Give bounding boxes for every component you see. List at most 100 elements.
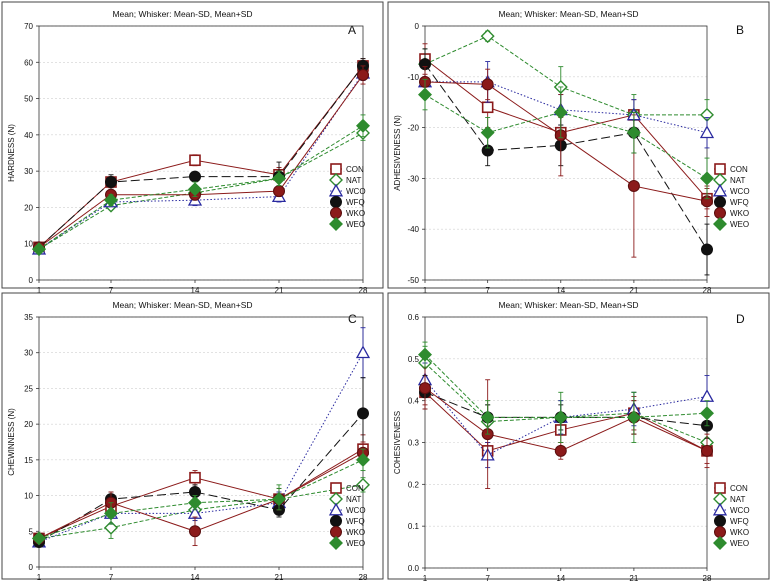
x-tick-label: 21 — [629, 574, 638, 581]
data-point-WKO — [627, 180, 640, 193]
series-WKO — [419, 66, 713, 258]
legend-label-CON: CON — [730, 165, 748, 174]
data-point-WEO — [700, 171, 714, 186]
panel-label: A — [348, 23, 356, 37]
panel-frame — [1, 1, 384, 289]
panel-frame — [387, 1, 770, 289]
legend-label-WKO: WKO — [346, 209, 365, 218]
data-point-WEO — [418, 347, 432, 362]
data-point-WEO — [104, 506, 118, 521]
legend-label-WEO: WEO — [346, 220, 365, 229]
legend-marker-CON — [330, 482, 342, 494]
y-tick-label: 70 — [24, 22, 33, 31]
data-point-WEO — [188, 182, 202, 197]
y-tick-label: -50 — [407, 276, 419, 285]
x-tick-label: 28 — [359, 286, 368, 295]
data-point-WEO — [356, 118, 370, 133]
x-tick-label: 21 — [275, 573, 284, 581]
legend-label-WCO: WCO — [730, 506, 750, 515]
chart-title: Mean; Whisker: Mean-SD, Mean+SD — [112, 300, 252, 310]
y-axis-label: HARDNESS (N) — [7, 124, 16, 182]
legend-label-WFQ: WFQ — [730, 517, 749, 526]
data-point-WFQ — [189, 170, 201, 183]
series-line-WFQ — [38, 413, 364, 543]
legend: CON NAT WCO WFQ WKO WEO — [328, 163, 366, 231]
legend-label-WCO: WCO — [730, 187, 750, 196]
legend-label-WKO: WKO — [730, 528, 749, 537]
y-tick-label: 0.3 — [408, 439, 420, 448]
y-tick-label: 25 — [24, 384, 33, 393]
legend: CON NAT WCO WFQ WKO WEO — [328, 482, 366, 550]
y-tick-label: 0.6 — [408, 313, 420, 322]
data-point-WEO — [626, 125, 641, 140]
data-point-WEO — [700, 406, 714, 421]
data-point-CON — [189, 471, 201, 484]
data-point-WEO — [32, 531, 46, 546]
legend-marker-WCO — [328, 502, 344, 516]
y-tick-label: 0.4 — [408, 397, 420, 406]
data-point-WEO — [32, 242, 46, 257]
y-tick-label: 0 — [29, 276, 34, 285]
y-tick-label: 0.2 — [408, 480, 420, 489]
x-tick-label: 7 — [109, 286, 114, 295]
data-point-NAT — [104, 520, 118, 535]
chart-title: Mean; Whisker: Mean-SD, Mean+SD — [498, 9, 638, 19]
data-point-WEO — [480, 410, 495, 425]
x-tick-label: 7 — [485, 574, 490, 581]
y-tick-label: -30 — [407, 174, 419, 183]
series-WEO — [418, 341, 714, 443]
y-tick-label: 15 — [24, 456, 33, 465]
y-tick-label: 5 — [29, 527, 34, 536]
plot-area — [38, 25, 364, 281]
legend-label-CON: CON — [346, 165, 364, 174]
data-point-WEO — [553, 410, 568, 425]
chart-panel-B: Mean; Whisker: Mean-SD, Mean+SD B 0 -10 -20 -… — [387, 1, 770, 308]
y-tick-label: -20 — [407, 124, 419, 133]
series-WEO — [418, 78, 714, 200]
panel-label: C — [348, 312, 357, 326]
chart-panel-A: Mean; Whisker: Mean-SD, Mean+SD A 0 10 20 30 4… — [1, 1, 384, 308]
legend-label-CON: CON — [730, 484, 748, 493]
data-point-CON — [189, 154, 201, 167]
data-point-WEO — [418, 87, 432, 102]
data-point-WEO — [626, 410, 641, 425]
y-tick-label: 35 — [24, 313, 33, 322]
x-tick-label: 21 — [629, 286, 638, 295]
panel-label: B — [736, 23, 744, 37]
legend-label-WKO: WKO — [346, 528, 365, 537]
legend-marker-CON — [714, 482, 726, 494]
y-tick-label: 10 — [24, 492, 33, 501]
x-tick-label: 14 — [556, 574, 565, 581]
x-tick-label: 1 — [37, 573, 42, 581]
series-line-WCO — [38, 72, 364, 250]
legend-label-WKO: WKO — [730, 209, 749, 218]
y-axis-label: COHESIVENESS — [393, 411, 402, 474]
legend-marker-CON — [714, 163, 726, 175]
data-point-WEO — [188, 495, 202, 510]
series-WEO — [32, 448, 370, 546]
panel-label: D — [736, 312, 745, 326]
series-WEO — [32, 114, 370, 257]
x-tick-label: 21 — [275, 286, 284, 295]
y-tick-label: 0 — [29, 563, 34, 572]
y-tick-label: 10 — [24, 240, 33, 249]
legend-marker-WCO — [712, 183, 728, 197]
series-line-WEO — [424, 354, 708, 418]
legend: CON NAT WCO WFQ WKO WEO — [712, 163, 750, 231]
data-point-NAT — [356, 477, 370, 492]
y-tick-label: -10 — [407, 73, 419, 82]
data-point-WCO — [355, 345, 371, 359]
series-line-WFQ — [424, 391, 708, 427]
legend-label-NAT: NAT — [346, 176, 362, 185]
legend-label-WCO: WCO — [346, 187, 366, 196]
legend-label-WCO: WCO — [346, 506, 366, 515]
panel-frame — [387, 292, 770, 580]
legend: CON NAT WCO WFQ WKO WEO — [712, 482, 750, 550]
legend-marker-WFQ — [714, 196, 726, 208]
y-tick-label: 30 — [24, 167, 33, 176]
data-point-WEO — [553, 105, 568, 120]
legend-marker-WFQ — [330, 196, 342, 208]
data-point-WKO — [189, 525, 201, 538]
data-point-WKO — [554, 444, 567, 457]
y-tick-label: 20 — [24, 203, 33, 212]
